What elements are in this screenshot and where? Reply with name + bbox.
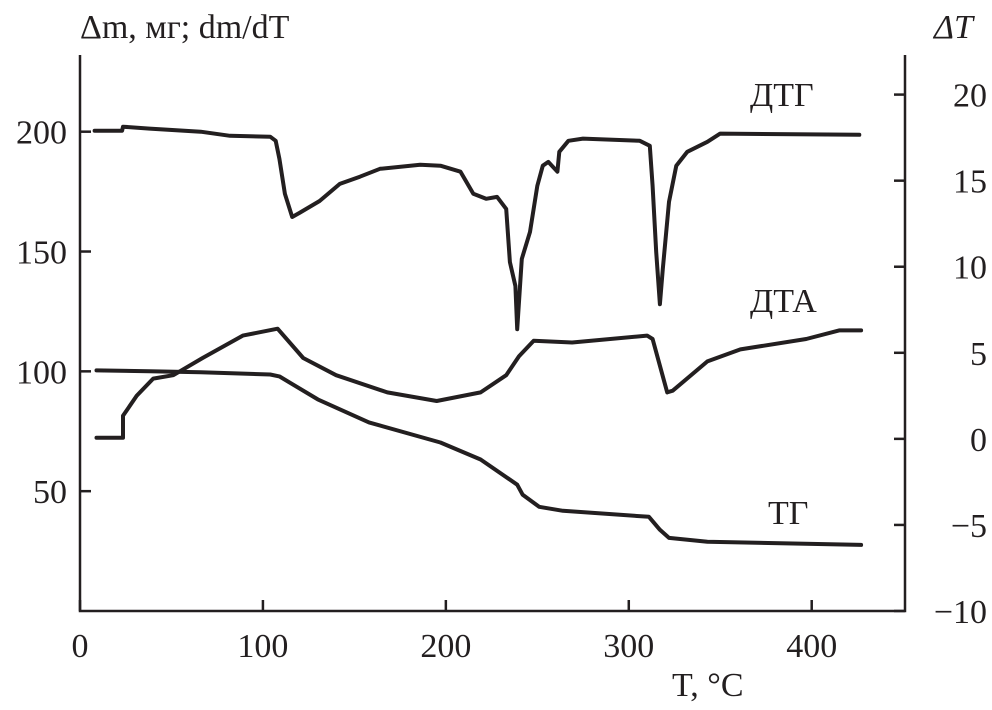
- x-tick-label: 200: [420, 628, 471, 665]
- y-right-tick-label: 15: [953, 164, 987, 201]
- y-left-tick-label: 150: [16, 235, 67, 272]
- y-right-tick-label: −5: [951, 508, 987, 545]
- y-right-tick-label: 20: [953, 78, 987, 115]
- series-line-dta: [94, 326, 864, 440]
- curves: [92, 124, 864, 547]
- x-tick-label: 300: [603, 628, 654, 665]
- axes-frame: [78, 55, 907, 613]
- series-line-tg: [94, 368, 864, 547]
- y-right-tick-label: 5: [970, 336, 987, 373]
- axes: 0 100 200 300 400 50 100 150 200 −10 −5 0 5 10 15 20: [16, 55, 987, 665]
- series-label-dta: ДТА: [750, 283, 817, 320]
- y-left-tick-label: 100: [16, 354, 67, 391]
- y-right-tick-label: 10: [953, 250, 987, 287]
- series-label-dtg: ДТГ: [750, 77, 814, 114]
- y-right-tick-label: 0: [970, 422, 987, 459]
- labels: Δm, мг; dm/dT ΔT T, °C ДТГ ДТА ТГ: [80, 9, 975, 704]
- y-left-tick-label: 50: [33, 474, 67, 511]
- y-left-tick-label: 200: [16, 115, 67, 152]
- x-axis-title: T, °C: [672, 667, 744, 704]
- x-tick-label: 100: [237, 628, 288, 665]
- x-tick-label: 400: [786, 628, 837, 665]
- x-tick-label: 0: [72, 628, 89, 665]
- series-label-tg: ТГ: [768, 495, 808, 532]
- y-right-tick-label: −10: [934, 594, 987, 631]
- series-line-dtg: [92, 124, 862, 332]
- y-axis-left-title: Δm, мг; dm/dT: [80, 9, 290, 46]
- y-axis-right-title: ΔT: [932, 9, 975, 46]
